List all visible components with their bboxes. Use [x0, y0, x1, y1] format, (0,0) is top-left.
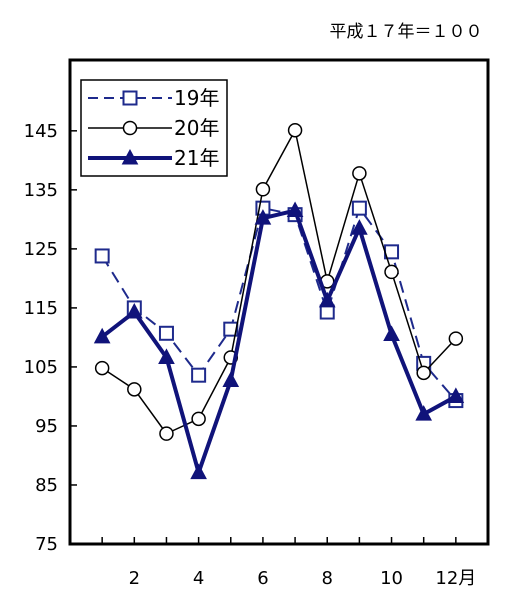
data-point — [158, 325, 174, 341]
x-axis: 2 4 6 8 10 12月 — [101, 537, 476, 589]
y-tick-label: 85 — [35, 475, 58, 496]
data-point — [121, 148, 139, 165]
data-point — [254, 209, 272, 225]
x-tick-label: 8 — [322, 568, 333, 589]
data-point — [384, 264, 399, 280]
series-3 — [93, 201, 465, 480]
data-point — [158, 348, 175, 364]
series-line — [101, 129, 457, 435]
data-point — [122, 90, 138, 106]
data-point — [191, 367, 207, 383]
series-2 — [94, 122, 464, 441]
y-tick-label: 95 — [35, 416, 58, 437]
data-point — [415, 405, 433, 421]
y-tick-label: 135 — [24, 180, 58, 201]
y-tick-label: 75 — [35, 534, 58, 555]
legend: 19年 20年 21年 — [80, 79, 228, 177]
x-tick-label: 6 — [257, 568, 268, 589]
y-tick-label: 145 — [24, 121, 58, 142]
legend-entry: 21年 — [88, 146, 219, 170]
data-point — [223, 321, 239, 337]
data-point — [191, 411, 206, 427]
data-point — [352, 166, 367, 181]
data-point — [287, 122, 303, 138]
data-point — [383, 325, 400, 341]
data-point — [94, 248, 110, 264]
legend-label: 19年 — [174, 86, 219, 110]
data-point — [447, 387, 465, 403]
data-point — [125, 302, 143, 319]
series-line — [101, 207, 457, 402]
series-layer — [93, 122, 465, 480]
data-point — [222, 371, 240, 388]
data-point — [448, 331, 464, 346]
y-tick-label: 115 — [24, 298, 58, 319]
data-point — [416, 365, 431, 381]
x-tick-label: 4 — [193, 568, 204, 589]
data-point — [255, 182, 271, 197]
y-tick-label: 105 — [24, 357, 58, 378]
legend-entry: 19年 — [88, 86, 219, 110]
y-axis: 75 85 95 105 115 125 135 145 — [24, 121, 77, 555]
data-point — [286, 201, 304, 218]
data-point — [318, 291, 336, 308]
legend-label: 21年 — [174, 146, 219, 170]
x-tick-label: 10 — [380, 568, 403, 589]
data-point — [351, 219, 368, 235]
data-point — [127, 382, 142, 397]
plot-frame — [68, 58, 490, 546]
data-point — [94, 360, 110, 376]
legend-entry: 20年 — [88, 116, 219, 140]
chart-note: 平成１７年＝１００ — [330, 22, 483, 42]
data-point — [190, 463, 207, 480]
x-tick-label: 2 — [129, 568, 140, 589]
data-point — [122, 120, 138, 136]
data-point — [93, 327, 111, 344]
data-point — [159, 426, 174, 441]
data-point — [319, 304, 335, 320]
y-tick-label: 125 — [24, 239, 58, 260]
legend-label: 20年 — [174, 116, 219, 140]
x-tick-label: 12月 — [435, 568, 476, 589]
series-line — [100, 208, 457, 475]
data-point — [351, 200, 367, 216]
